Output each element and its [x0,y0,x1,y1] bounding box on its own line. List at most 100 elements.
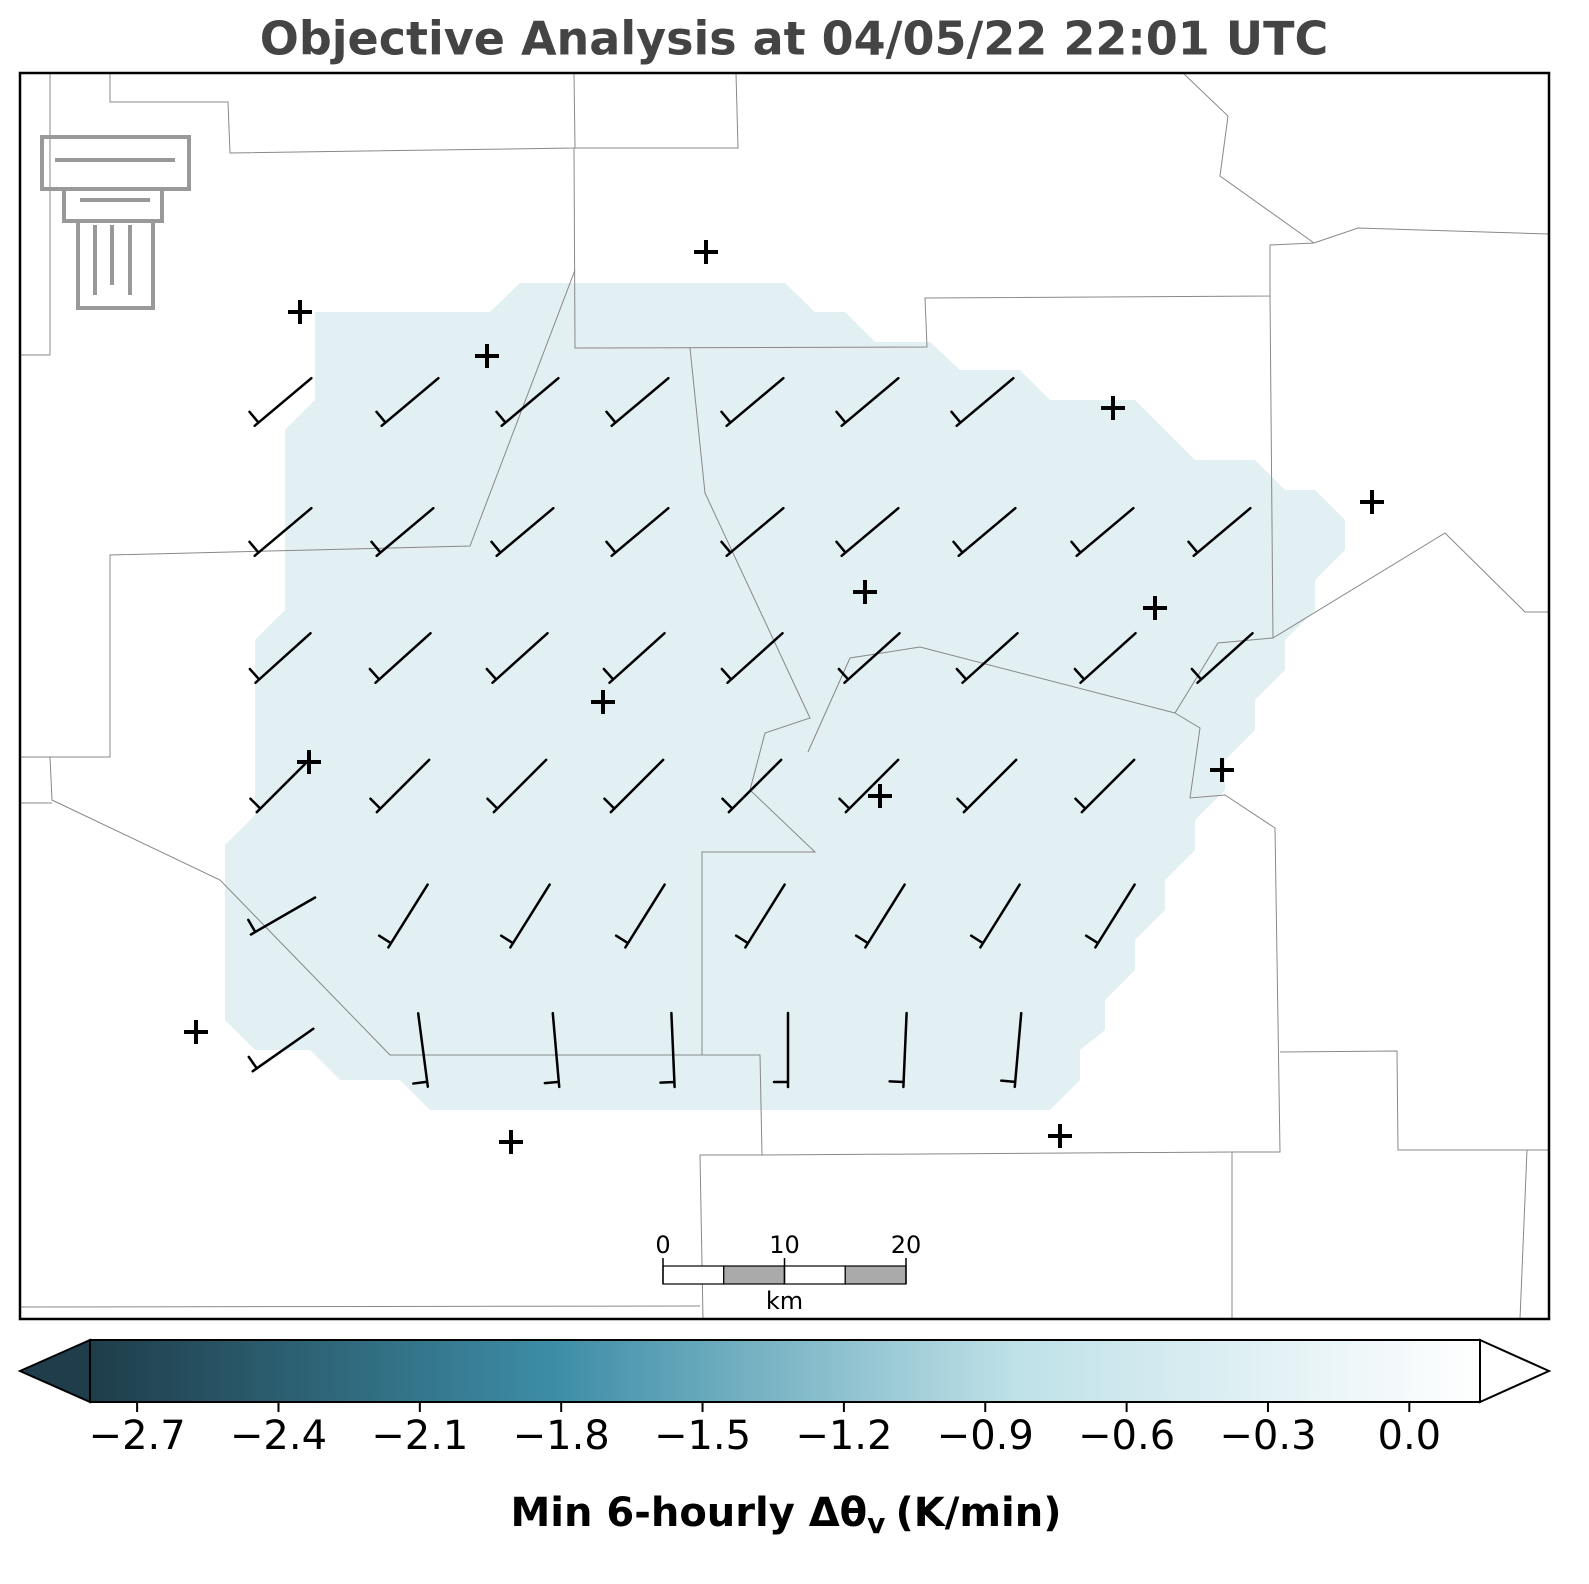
county-line [19,1305,701,1308]
county-line [1174,295,1281,1319]
logo-part [76,219,155,310]
station [853,580,877,604]
wind-barb [888,1011,908,1089]
stations [184,240,1384,1154]
wind-barb [375,376,440,428]
map-frame [18,71,1551,1321]
colorbar-tick-label: −2.4 [230,1413,327,1459]
scale-segment [783,1265,846,1285]
wind-barb [720,376,785,428]
wind-barb [720,506,785,558]
wind-barb [952,506,1017,558]
county-line [49,347,817,1056]
label-main: Min 6-hourly Δθ [511,1490,868,1536]
wind-barb [247,1027,315,1073]
station [184,1020,208,1044]
wind-barb [370,506,435,558]
wind-barb [720,631,784,685]
station [499,1130,523,1154]
wind-barb [1074,758,1136,814]
colorbar-tick-label: −1.8 [513,1413,610,1459]
colorbar: −2.7 −2.4 −2.1 −1.8 −1.5 −1.2 −0.9 −0.6 −0.3 0.0 [17,1338,1552,1459]
wind-barb [486,758,548,814]
logo-part [55,158,175,295]
wind-barb [368,631,432,685]
wind-barb [602,631,666,685]
wind-barb [369,758,431,814]
wind-barb [1073,631,1137,685]
scale-bar: 0 10 20 km [655,1231,921,1315]
wind-barb [499,883,551,949]
station [1360,490,1384,514]
county-line [573,72,1550,349]
wind-barb [248,376,313,428]
station [694,240,718,264]
wind-barb [603,758,665,814]
wind-barb [485,631,549,685]
colorbar-tick-label: −1.2 [795,1413,892,1459]
wind-barb [969,883,1021,949]
county-line [1182,72,1315,244]
county-line [109,72,576,154]
wind-barb [248,631,312,685]
wind-barb [247,896,317,936]
wind-barb [956,758,1018,814]
county-line [20,269,576,758]
colorbar-tick-label: −1.5 [654,1413,751,1459]
colorbar-tick-label: −0.6 [1078,1413,1175,1459]
wind-barbs [247,376,1254,1089]
logo [40,135,191,310]
wind-barb [835,506,900,558]
wind-barb [605,376,670,428]
wind-barb [1070,506,1135,558]
wind-barb [772,1011,790,1089]
wind-barb [495,376,560,428]
station [591,690,615,714]
wind-barb [854,883,906,949]
colorbar-tick-label: −0.3 [1219,1413,1316,1459]
station [475,344,499,368]
label-sub: v [867,1507,885,1540]
county-line [1519,1149,1528,1320]
station [1048,1124,1072,1148]
label-unit: (K/min) [895,1490,1061,1536]
scale-tick-label: 20 [891,1231,922,1259]
wind-barb [248,506,313,558]
wind-barb [490,506,555,558]
county-line [1272,532,1549,639]
wind-barb [605,506,670,558]
wind-barb [734,883,786,949]
station [288,300,312,324]
station [868,784,892,808]
colorbar-body [89,1339,1481,1403]
analysis-field [225,283,1345,1110]
colorbar-tick-label: −2.7 [89,1413,186,1459]
county-line [20,73,51,356]
colorbar-tick-label: 0.0 [1378,1413,1442,1459]
station [1101,396,1125,420]
colorbar-label: Min 6-hourly Δθv (K/min) [511,1490,1062,1540]
county-line [1279,1050,1549,1151]
county-line [807,646,1176,753]
map: 0 10 20 km [18,71,1551,1321]
wind-barb [412,1012,430,1088]
wind-barb [614,883,666,949]
scale-tick-label: 0 [655,1231,670,1259]
station [1143,596,1167,620]
wind-barb [1000,1011,1023,1089]
station [297,750,321,774]
wind-barb [838,758,900,814]
colorbar-tick-label: −0.9 [937,1413,1034,1459]
station [1210,758,1234,782]
wind-barb [1084,883,1136,949]
colorbar-high-extend [1479,1338,1552,1404]
wind-barb [543,1011,561,1089]
wind-barb [955,631,1019,685]
wind-barb [1190,631,1254,685]
colorbar-low-extend [17,1338,91,1404]
scale-tick-label: 10 [769,1231,800,1259]
title: Objective Analysis at 04/05/22 22:01 UTC [260,12,1329,66]
wind-barb [249,758,311,814]
scale-segment [723,1265,786,1285]
wind-barb [837,631,901,685]
